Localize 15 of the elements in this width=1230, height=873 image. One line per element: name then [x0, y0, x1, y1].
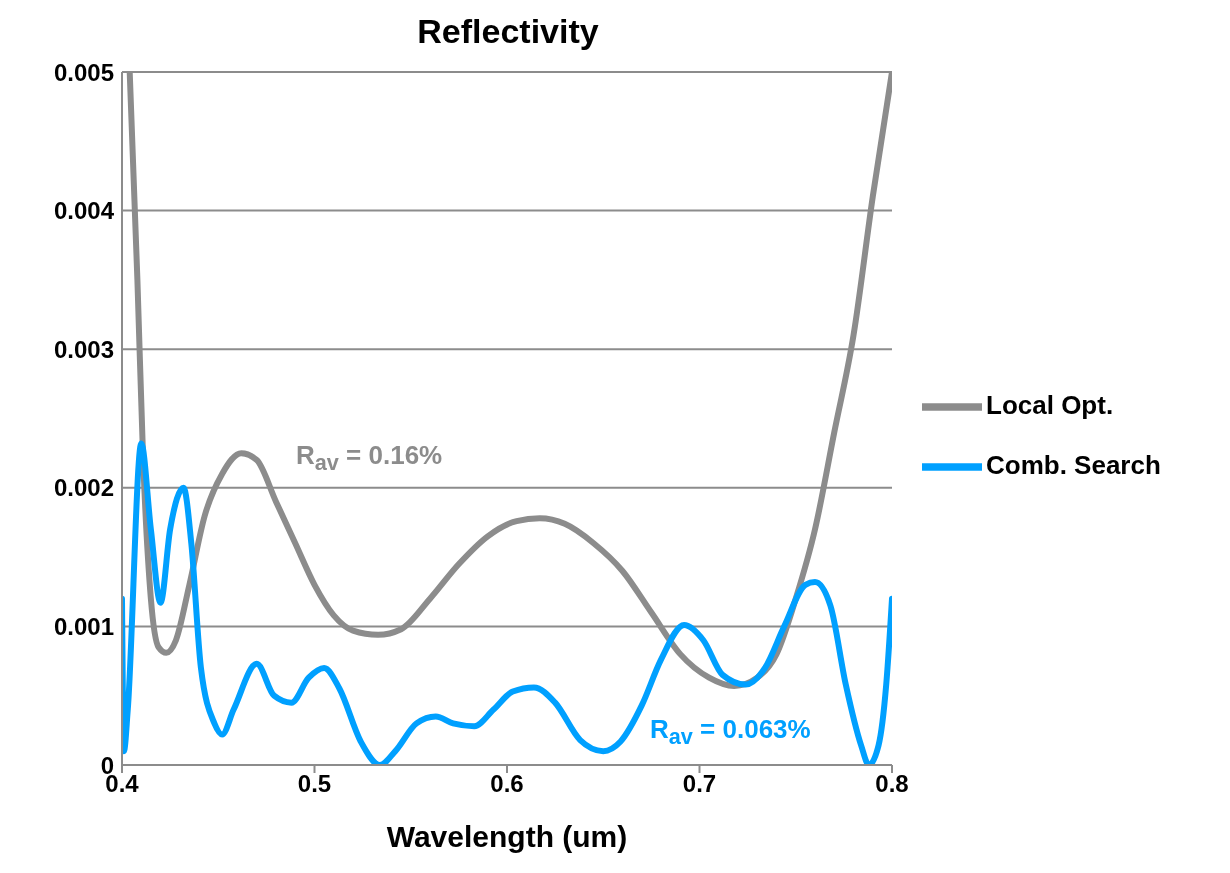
y-tick-label: 0.003 — [53, 335, 114, 363]
annotation: R$_{av}$ = 0.16% — [296, 440, 443, 477]
y-tick-label: 0.001 — [53, 612, 114, 640]
x-axis-title: Wavelength (um) — [386, 820, 628, 853]
y-tick-label: 0.005 — [53, 58, 114, 86]
y-tick-label: 0.004 — [53, 197, 115, 225]
x-tick-label: 0.5 — [297, 770, 332, 798]
legend-label: Local Opt. — [986, 389, 1114, 420]
x-tick-label: 0.6 — [490, 770, 524, 798]
y-tick-label: 0.002 — [53, 474, 114, 502]
legend-label: Comb. Search — [986, 449, 1161, 480]
x-tick-label: 0.7 — [682, 770, 717, 798]
annotation: R$_{av}$ = 0.063% — [650, 714, 811, 751]
chart-title: Reflectivity — [416, 12, 600, 51]
x-tick-label: 0.8 — [875, 770, 909, 798]
